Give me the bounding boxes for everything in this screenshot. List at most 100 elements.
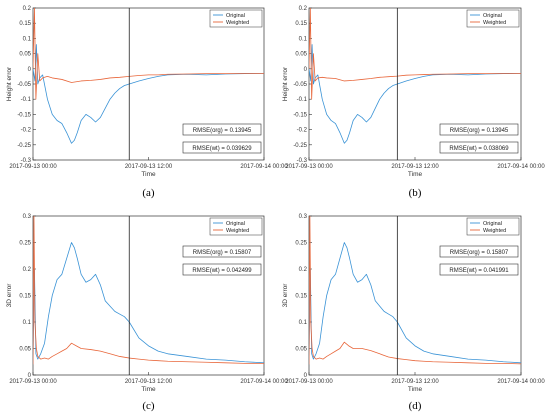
rmse-annotation: RMSE(org) = 0.15807 — [450, 250, 509, 256]
y-tick-label: 0.15 — [295, 21, 307, 27]
y-tick-label: 0 — [28, 373, 32, 379]
rmse-annotation: RMSE(wt) = 0.039629 — [192, 146, 252, 152]
series-line-weighted — [33, 216, 264, 365]
y-tick-label: -0.3 — [21, 158, 32, 164]
series-group — [309, 8, 521, 144]
y-tick-label: -0.2 — [21, 128, 32, 134]
rmse-box — [439, 245, 519, 258]
panel-label: (d) — [409, 400, 422, 412]
x-tick-label: 2017-09-14 00:00 — [240, 164, 288, 170]
y-tick-label: -0.3 — [297, 158, 308, 164]
y-tick-label: 0.1 — [299, 320, 308, 326]
y-axis-label: 3D error — [282, 283, 289, 308]
y-tick-label: -0.05 — [293, 82, 307, 88]
x-axis-label: Time — [141, 386, 156, 393]
chart-panel-4: 0 0.05 0.1 0.15 0.2 0.25 0.3 2017-09-13 00:00 20… — [282, 214, 545, 412]
x-tick-label: 2017-09-13 12:00 — [125, 379, 173, 385]
rmse-annotation: RMSE(org) = 0.13945 — [193, 128, 252, 134]
rmse-box — [439, 141, 519, 154]
y-tick-label: -0.15 — [17, 112, 31, 118]
plot-frame — [32, 215, 265, 376]
series-group — [33, 8, 264, 144]
y-tick-label: 0.3 — [299, 214, 308, 220]
panel-label: (c) — [142, 400, 155, 412]
x-tick-label: 2017-09-13 00:00 — [9, 164, 57, 170]
y-tick-label: 0.1 — [23, 320, 32, 326]
series-line-original — [33, 44, 264, 144]
legend-box — [209, 217, 263, 236]
y-tick-label: 0.1 — [23, 36, 32, 42]
y-tick-label: 0.25 — [19, 241, 31, 247]
legend-box — [466, 9, 520, 28]
x-tick-label: 2017-09-13 00:00 — [285, 164, 333, 170]
legend-label-weighted: Weighted — [483, 228, 506, 234]
y-tick-label: -0.25 — [17, 143, 31, 149]
legend-label-weighted: Weighted — [226, 228, 249, 234]
rmse-box — [182, 245, 262, 258]
y-axis-label: Height error — [282, 66, 289, 101]
legend-label-weighted: Weighted — [226, 20, 249, 26]
legend-label-original: Original — [483, 221, 502, 227]
y-tick-label: 0 — [28, 67, 32, 73]
y-tick-label: 0.05 — [19, 52, 31, 58]
rmse-annotation: RMSE(wt) = 0.041991 — [449, 268, 509, 274]
rmse-annotation: RMSE(wt) = 0.042499 — [192, 268, 252, 274]
y-tick-label: 0.05 — [295, 52, 307, 58]
y-axis-label: Height error — [6, 66, 13, 101]
series-line-original — [309, 242, 521, 365]
y-tick-label: 0.2 — [23, 267, 32, 273]
y-tick-label: 0.15 — [19, 294, 31, 300]
rmse-box — [439, 123, 519, 136]
y-tick-label: 0 — [304, 373, 308, 379]
plot-frame — [308, 215, 522, 376]
x-tick-label: 2017-09-14 00:00 — [497, 379, 545, 385]
y-tick-label: 0.05 — [19, 347, 31, 353]
chart-panel-3: 0 0.05 0.1 0.15 0.2 0.25 0.3 2017-09-13 00:00 20… — [6, 214, 288, 412]
y-tick-label: -0.25 — [293, 143, 307, 149]
y-tick-label: 0.1 — [299, 36, 308, 42]
series-line-weighted — [309, 8, 521, 100]
x-axis-label: Time — [141, 171, 156, 178]
y-tick-label: 0.05 — [295, 347, 307, 353]
rmse-box — [182, 123, 262, 136]
legend-box — [209, 9, 263, 28]
legend-label-original: Original — [226, 13, 245, 19]
chart-panel-1: -0.3 -0.25 -0.2 -0.15 -0.1 -0.05 0 0.05 0.1 0.15 0… — [6, 6, 288, 199]
x-tick-label: 2017-09-13 12:00 — [391, 379, 439, 385]
y-tick-label: 0.3 — [23, 214, 32, 220]
y-tick-label: 0.15 — [19, 21, 31, 27]
x-tick-label: 2017-09-13 12:00 — [391, 164, 439, 170]
series-line-weighted — [33, 8, 264, 100]
legend-label-original: Original — [483, 13, 502, 19]
y-tick-label: -0.15 — [293, 112, 307, 118]
x-tick-label: 2017-09-13 00:00 — [9, 379, 57, 385]
x-tick-label: 2017-09-14 00:00 — [497, 164, 545, 170]
legend-box — [466, 217, 520, 236]
x-tick-label: 2017-09-13 00:00 — [285, 379, 333, 385]
series-group — [309, 216, 521, 365]
chart-panel-2: -0.3 -0.25 -0.2 -0.15 -0.1 -0.05 0 0.05 0.1 0.15 0… — [282, 6, 545, 199]
rmse-box — [439, 263, 519, 276]
series-line-original — [33, 242, 264, 365]
y-tick-label: -0.2 — [297, 128, 308, 134]
x-tick-label: 2017-09-14 00:00 — [240, 379, 288, 385]
x-axis-label: Time — [408, 171, 423, 178]
y-tick-label: 0.2 — [299, 267, 308, 273]
rmse-annotation: RMSE(org) = 0.15807 — [193, 250, 252, 256]
y-tick-label: 0 — [304, 67, 308, 73]
series-line-weighted — [309, 216, 521, 365]
rmse-box — [182, 141, 262, 154]
x-tick-label: 2017-09-13 12:00 — [125, 164, 173, 170]
y-tick-label: 0.2 — [299, 6, 308, 12]
y-tick-label: 0.25 — [295, 241, 307, 247]
legend-label-weighted: Weighted — [483, 20, 506, 26]
rmse-box — [182, 263, 262, 276]
y-tick-label: -0.05 — [17, 82, 31, 88]
x-axis-label: Time — [408, 386, 423, 393]
y-tick-label: 0.2 — [23, 6, 32, 12]
y-tick-label: -0.1 — [21, 97, 32, 103]
series-group — [33, 216, 264, 365]
y-tick-label: 0.15 — [295, 294, 307, 300]
rmse-annotation: RMSE(org) = 0.13945 — [450, 128, 509, 134]
